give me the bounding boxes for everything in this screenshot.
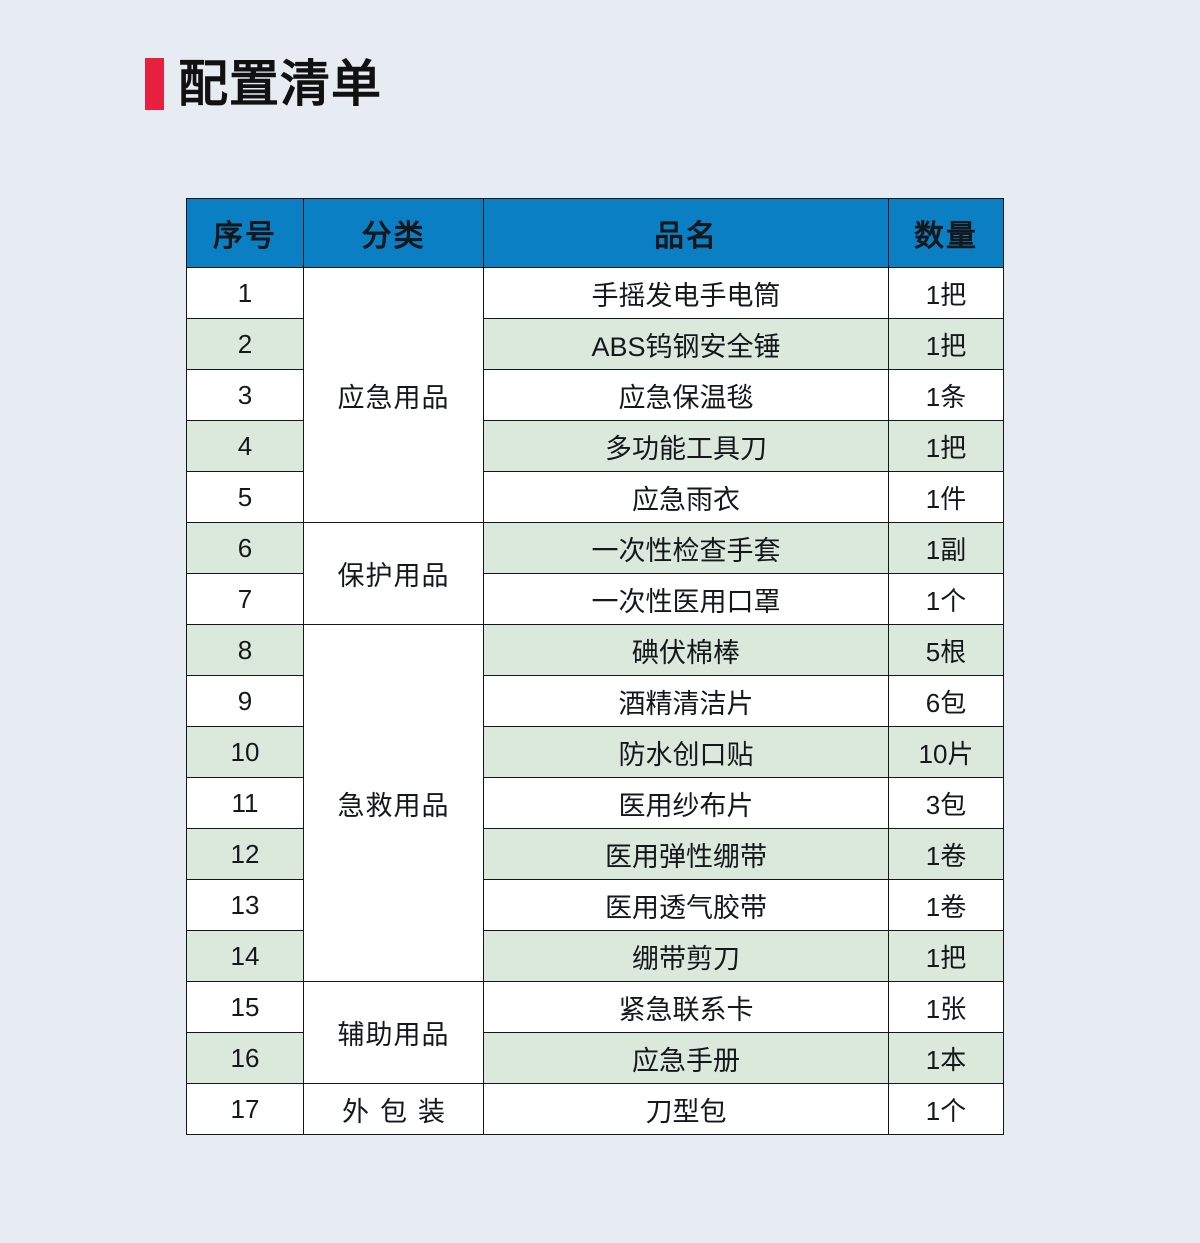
page-title: 配置清单 — [145, 52, 382, 116]
cell-quantity: 1把 — [888, 930, 1004, 982]
cell-quantity: 10片 — [888, 726, 1004, 778]
cell-product-name: 医用纱布片 — [483, 777, 889, 829]
cell-product-name: 手摇发电手电筒 — [483, 267, 889, 319]
cell-quantity: 1卷 — [888, 828, 1004, 880]
cell-index: 13 — [186, 879, 304, 931]
cell-quantity: 5根 — [888, 624, 1004, 676]
configuration-list-table: 序号 分类 品名 数量 1 应急用品 手摇发电手电筒 1把 2 ABS钨钢安全锤 1把 3 应急… — [186, 198, 1004, 1135]
table-row: 4 多功能工具刀 1把 — [186, 420, 1004, 472]
cell-index: 14 — [186, 930, 304, 982]
cell-quantity: 1本 — [888, 1032, 1004, 1084]
cell-quantity: 1卷 — [888, 879, 1004, 931]
cell-product-name: 一次性检查手套 — [483, 522, 889, 574]
cell-product-name: 酒精清洁片 — [483, 675, 889, 727]
page-title-text: 配置清单 — [178, 56, 382, 112]
cell-product-name: 应急雨衣 — [483, 471, 889, 523]
cell-index: 9 — [186, 675, 304, 727]
table-row: 12 医用弹性绷带 1卷 — [186, 828, 1004, 880]
cell-index: 2 — [186, 318, 304, 370]
cell-category: 急救用品 — [303, 624, 484, 982]
cell-index: 11 — [186, 777, 304, 829]
cell-product-name: ABS钨钢安全锤 — [483, 318, 889, 370]
cell-product-name: 应急保温毯 — [483, 369, 889, 421]
cell-product-name: 紧急联系卡 — [483, 981, 889, 1033]
cell-index: 10 — [186, 726, 304, 778]
cell-index: 16 — [186, 1032, 304, 1084]
cell-category: 外包装 — [303, 1083, 484, 1135]
title-accent-bar — [145, 58, 164, 110]
config-table-container: 序号 分类 品名 数量 1 应急用品 手摇发电手电筒 1把 2 ABS钨钢安全锤 1把 3 应急… — [186, 198, 1004, 1135]
cell-product-name: 医用弹性绷带 — [483, 828, 889, 880]
cell-index: 15 — [186, 981, 304, 1033]
cell-quantity: 6包 — [888, 675, 1004, 727]
cell-index: 1 — [186, 267, 304, 319]
cell-quantity: 1个 — [888, 573, 1004, 625]
cell-quantity: 1副 — [888, 522, 1004, 574]
cell-product-name: 防水创口贴 — [483, 726, 889, 778]
table-row: 15 辅助用品 紧急联系卡 1张 — [186, 981, 1004, 1084]
cell-index: 12 — [186, 828, 304, 880]
table-row: 9 酒精清洁片 6包 — [186, 675, 1004, 727]
table-header: 序号 分类 品名 数量 — [186, 198, 1004, 268]
cell-index: 3 — [186, 369, 304, 421]
cell-index: 7 — [186, 573, 304, 625]
cell-quantity: 1件 — [888, 471, 1004, 523]
column-header-name: 品名 — [483, 198, 889, 268]
cell-index: 6 — [186, 522, 304, 574]
cell-product-name: 碘伏棉棒 — [483, 624, 889, 676]
cell-product-name: 一次性医用口罩 — [483, 573, 889, 625]
column-header-quantity: 数量 — [888, 198, 1004, 268]
cell-product-name: 刀型包 — [483, 1083, 889, 1135]
table-row: 7 一次性医用口罩 1个 — [186, 573, 1004, 625]
table-row: 14 绷带剪刀 1把 — [186, 930, 1004, 982]
cell-quantity: 1把 — [888, 318, 1004, 370]
table-row: 5 应急雨衣 1件 — [186, 471, 1004, 523]
table-row: 1 应急用品 手摇发电手电筒 1把 — [186, 267, 1004, 523]
cell-category: 应急用品 — [303, 267, 484, 523]
table-header-row: 序号 分类 品名 数量 — [186, 198, 1004, 268]
cell-product-name: 绷带剪刀 — [483, 930, 889, 982]
table-row: 10 防水创口贴 10片 — [186, 726, 1004, 778]
cell-category: 保护用品 — [303, 522, 484, 625]
cell-product-name: 应急手册 — [483, 1032, 889, 1084]
table-row: 8 急救用品 碘伏棉棒 5根 — [186, 624, 1004, 982]
cell-product-name: 多功能工具刀 — [483, 420, 889, 472]
cell-index: 4 — [186, 420, 304, 472]
cell-index: 5 — [186, 471, 304, 523]
table-row: 13 医用透气胶带 1卷 — [186, 879, 1004, 931]
table-row: 11 医用纱布片 3包 — [186, 777, 1004, 829]
table-row: 3 应急保温毯 1条 — [186, 369, 1004, 421]
table-row: 16 应急手册 1本 — [186, 1032, 1004, 1084]
cell-category: 辅助用品 — [303, 981, 484, 1084]
column-header-index: 序号 — [186, 198, 304, 268]
cell-quantity: 1把 — [888, 420, 1004, 472]
cell-quantity: 3包 — [888, 777, 1004, 829]
column-header-category: 分类 — [303, 198, 484, 268]
table-body: 1 应急用品 手摇发电手电筒 1把 2 ABS钨钢安全锤 1把 3 应急保温毯 1条 4 多功能工具刀… — [186, 267, 1004, 1135]
cell-index: 8 — [186, 624, 304, 676]
cell-quantity: 1条 — [888, 369, 1004, 421]
cell-quantity: 1把 — [888, 267, 1004, 319]
table-row: 6 保护用品 一次性检查手套 1副 — [186, 522, 1004, 625]
table-row: 2 ABS钨钢安全锤 1把 — [186, 318, 1004, 370]
cell-quantity: 1张 — [888, 981, 1004, 1033]
cell-index: 17 — [186, 1083, 304, 1135]
cell-product-name: 医用透气胶带 — [483, 879, 889, 931]
cell-quantity: 1个 — [888, 1083, 1004, 1135]
table-row: 17 外包装 刀型包 1个 — [186, 1083, 1004, 1135]
